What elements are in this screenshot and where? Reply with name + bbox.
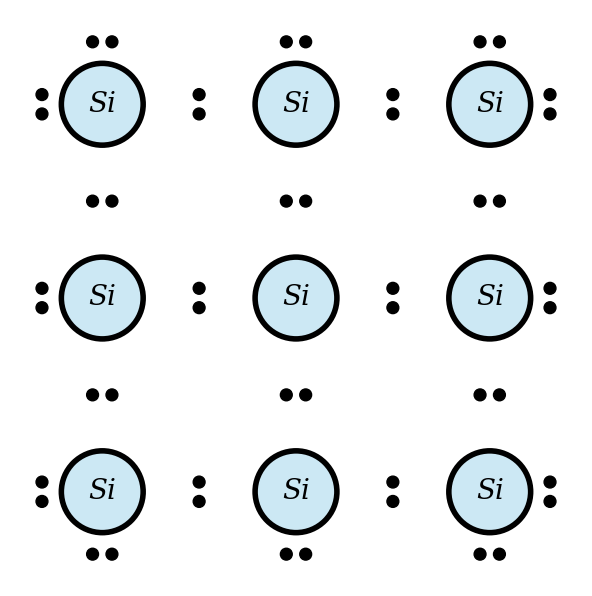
Circle shape [494, 548, 506, 560]
Circle shape [387, 283, 399, 294]
Text: Si: Si [282, 284, 310, 312]
Circle shape [300, 195, 311, 207]
Circle shape [474, 389, 486, 401]
Circle shape [193, 476, 205, 488]
Circle shape [281, 548, 292, 560]
Text: Si: Si [476, 284, 504, 312]
Text: Si: Si [88, 478, 116, 505]
Circle shape [281, 195, 292, 207]
Circle shape [36, 495, 48, 507]
Circle shape [449, 63, 530, 145]
Circle shape [387, 476, 399, 488]
Circle shape [36, 89, 48, 101]
Circle shape [255, 451, 337, 533]
Circle shape [86, 548, 98, 560]
Circle shape [494, 36, 506, 48]
Circle shape [449, 451, 530, 533]
Circle shape [36, 476, 48, 488]
Text: Si: Si [88, 284, 116, 312]
Circle shape [474, 36, 486, 48]
Circle shape [106, 36, 118, 48]
Circle shape [474, 195, 486, 207]
Text: Si: Si [282, 91, 310, 118]
Circle shape [193, 108, 205, 120]
Circle shape [193, 89, 205, 101]
Circle shape [62, 451, 143, 533]
Circle shape [106, 195, 118, 207]
Circle shape [387, 302, 399, 313]
Circle shape [544, 495, 556, 507]
Text: Si: Si [88, 91, 116, 118]
Circle shape [387, 495, 399, 507]
Circle shape [387, 89, 399, 101]
Circle shape [62, 257, 143, 339]
Text: Si: Si [476, 91, 504, 118]
Circle shape [474, 548, 486, 560]
Circle shape [255, 257, 337, 339]
Circle shape [86, 195, 98, 207]
Circle shape [193, 302, 205, 313]
Circle shape [281, 389, 292, 401]
Circle shape [36, 302, 48, 313]
Circle shape [106, 548, 118, 560]
Circle shape [494, 389, 506, 401]
Circle shape [36, 108, 48, 120]
Circle shape [281, 36, 292, 48]
Circle shape [387, 108, 399, 120]
Circle shape [300, 548, 311, 560]
Circle shape [255, 63, 337, 145]
Circle shape [62, 63, 143, 145]
Circle shape [494, 195, 506, 207]
Circle shape [193, 283, 205, 294]
Circle shape [544, 283, 556, 294]
Text: Si: Si [282, 478, 310, 505]
Circle shape [544, 108, 556, 120]
Circle shape [544, 476, 556, 488]
Circle shape [544, 302, 556, 313]
Circle shape [544, 89, 556, 101]
Circle shape [106, 389, 118, 401]
Circle shape [300, 389, 311, 401]
Circle shape [86, 389, 98, 401]
Circle shape [36, 283, 48, 294]
Circle shape [300, 36, 311, 48]
Circle shape [449, 257, 530, 339]
Circle shape [193, 495, 205, 507]
Circle shape [86, 36, 98, 48]
Text: Si: Si [476, 478, 504, 505]
